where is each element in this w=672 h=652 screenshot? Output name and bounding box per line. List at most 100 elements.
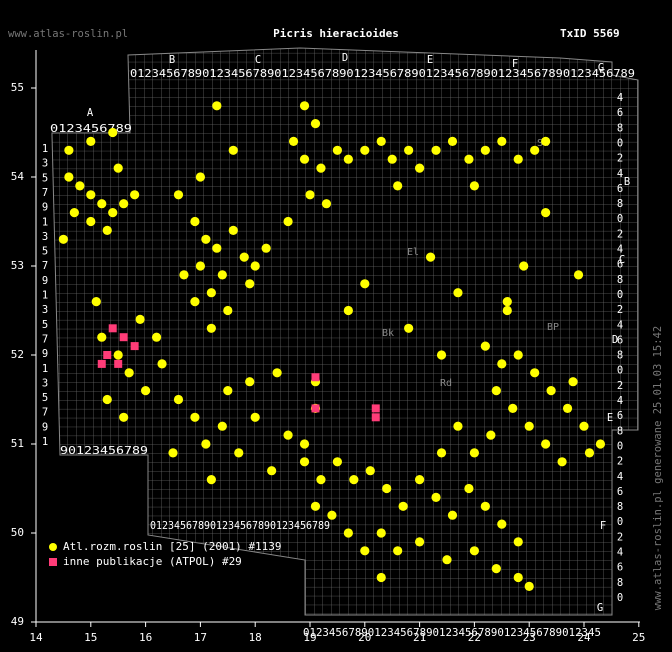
record-dot (382, 483, 392, 494)
record-dot (595, 439, 606, 449)
record-dot (349, 475, 359, 485)
record-dot (332, 457, 342, 467)
record-dot (360, 546, 370, 556)
record-dot (497, 359, 507, 369)
record-dot (568, 377, 578, 387)
record-dot (201, 439, 211, 449)
record-dot (387, 154, 397, 164)
y-tick-label: 53 (11, 259, 24, 272)
record-dot (579, 421, 589, 431)
record-dot (480, 501, 490, 511)
record-dot (497, 136, 507, 146)
record-dot (245, 377, 255, 387)
record-dot (310, 119, 321, 129)
grid-letter: C (619, 254, 625, 266)
grid-letter: G (598, 62, 604, 74)
record-dot (223, 386, 233, 396)
record-dot (316, 475, 326, 485)
grid-letter: E (427, 54, 433, 66)
record-dot (299, 439, 310, 449)
grid-letter: F (600, 520, 606, 532)
record-dot (431, 492, 441, 502)
record-dot (404, 145, 414, 155)
record-dot (491, 564, 501, 574)
x-tick-label: 22 (468, 631, 481, 644)
place-label: Bk (382, 328, 394, 339)
x-tick-label: 18 (249, 631, 262, 644)
y-tick-label: 49 (11, 615, 24, 628)
record-dot (447, 136, 458, 146)
record-dot (404, 323, 414, 333)
y-tick-label: 50 (11, 526, 24, 539)
record-dot (124, 368, 134, 378)
record-dot (491, 386, 501, 396)
record-dot (327, 510, 337, 520)
record-dot (360, 145, 370, 155)
record-dot (217, 421, 227, 431)
record-dot (502, 305, 512, 316)
grid-digits: 0123456789012345678901234567890123456789… (130, 68, 635, 80)
record-square (371, 404, 380, 413)
record-dot (157, 359, 167, 369)
record-dot (502, 297, 512, 307)
record-dot (69, 208, 79, 218)
y-tick-label: 52 (11, 348, 24, 361)
record-dot (469, 181, 479, 191)
record-dot (267, 466, 277, 476)
record-dot (393, 546, 403, 556)
record-dot (541, 208, 551, 218)
record-dot (212, 243, 222, 253)
record-dot (102, 225, 112, 235)
record-dot (376, 136, 386, 146)
record-dot (464, 154, 474, 164)
record-dot (310, 501, 321, 511)
record-dot (206, 323, 216, 333)
record-dot (173, 190, 184, 200)
record-dot (519, 261, 529, 271)
record-dot (425, 252, 436, 262)
record-dot (113, 350, 123, 360)
record-dot (436, 448, 447, 458)
record-square (119, 333, 128, 342)
grid-letter: C (255, 54, 261, 66)
x-tick-label: 15 (84, 631, 97, 644)
record-dot (234, 448, 244, 458)
record-dot (102, 394, 112, 405)
record-dot (436, 350, 447, 360)
record-dot (119, 199, 129, 209)
record-dot (217, 270, 227, 280)
record-dot (376, 572, 386, 583)
record-dot (299, 154, 310, 164)
x-tick-label: 14 (29, 631, 43, 644)
record-dot (557, 457, 567, 467)
record-dot (497, 519, 507, 529)
record-dot (97, 332, 107, 342)
record-dot (480, 341, 490, 351)
footer: www.atlas-roslin.pl generowane 25.01.03 … (652, 326, 664, 610)
x-tick-label: 19 (303, 631, 316, 644)
record-dot (250, 261, 260, 271)
record-dot (190, 297, 200, 307)
record-square (311, 373, 320, 382)
grid-letter: B (169, 54, 175, 66)
record-square (97, 359, 106, 368)
x-tick-label: 25 (632, 631, 645, 644)
y-tick-label: 54 (11, 170, 25, 183)
record-dot (206, 288, 216, 298)
record-dot (135, 314, 145, 324)
record-dot (245, 279, 255, 289)
record-dot (360, 279, 370, 289)
record-dot (524, 581, 534, 592)
record-dot (508, 403, 518, 413)
place-label: BP (547, 322, 559, 333)
legend-dot (49, 543, 57, 551)
record-square (371, 413, 380, 422)
record-dot (415, 475, 425, 485)
record-dot (91, 297, 101, 307)
legend-label: inne publikacje (ATPOL) #29 (63, 555, 242, 568)
record-dot (365, 466, 375, 476)
record-dot (86, 136, 96, 146)
record-dot (524, 421, 534, 431)
record-dot (453, 421, 463, 431)
record-dot (223, 305, 233, 316)
